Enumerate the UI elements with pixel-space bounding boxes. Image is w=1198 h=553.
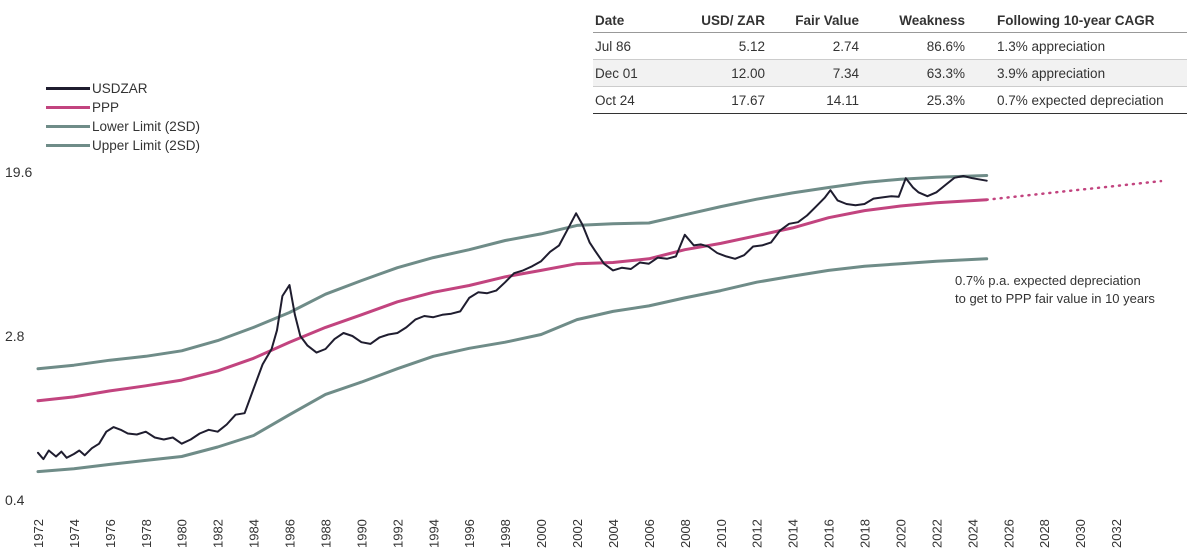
x-tick-label: 1996 (462, 519, 477, 548)
annotation-line-2: to get to PPP fair value in 10 years (955, 291, 1155, 306)
x-tick-label: 2032 (1109, 519, 1124, 548)
x-tick-label: 1976 (103, 519, 118, 548)
x-tick-label: 2016 (822, 519, 837, 548)
series-line-lower-limit-2sd (36, 257, 989, 474)
summary-table: Date USD/ ZAR Fair Value Weakness Follow… (593, 8, 1187, 114)
x-tick-label: 2006 (642, 519, 657, 548)
header-date: Date (593, 8, 683, 33)
cell-usdzar: 12.00 (683, 59, 765, 87)
x-tick-label: 2030 (1073, 519, 1088, 548)
legend-item: PPP (46, 98, 200, 117)
cell-cagr: 0.7% expected depreciation (965, 86, 1187, 114)
x-tick-label: 2008 (678, 519, 693, 548)
x-tick-label: 2024 (965, 519, 980, 548)
cell-weakness: 86.6% (859, 32, 965, 60)
x-tick-label: 2000 (534, 519, 549, 548)
x-tick-label: 1982 (211, 519, 226, 548)
x-tick-label: 1998 (498, 519, 513, 548)
legend-item: Lower Limit (2SD) (46, 117, 200, 136)
legend-label: Upper Limit (2SD) (92, 138, 201, 153)
cell-cagr: 3.9% appreciation (965, 59, 1187, 87)
cell-weakness: 63.3% (859, 59, 965, 87)
cell-fair-value: 7.34 (765, 59, 859, 87)
y-tick-label: 2.8 (5, 328, 25, 344)
cell-date: Oct 24 (593, 86, 683, 114)
header-cagr: Following 10-year CAGR (965, 8, 1187, 33)
x-tick-label: 2002 (570, 519, 585, 548)
x-tick-label: 2012 (750, 519, 765, 548)
x-tick-label: 1988 (318, 519, 333, 548)
cell-usdzar: 5.12 (683, 32, 765, 60)
cell-fair-value: 2.74 (765, 32, 859, 60)
cell-fair-value: 14.11 (765, 86, 859, 114)
table-row: Jul 86 5.12 2.74 86.6% 1.3% appreciation (593, 32, 1187, 60)
x-tick-label: 2010 (714, 519, 729, 548)
cell-cagr: 1.3% appreciation (965, 32, 1187, 60)
series-line-upper-limit-2sd (36, 174, 989, 371)
x-tick-label: 2026 (1001, 519, 1016, 548)
annotation-line-1: 0.7% p.a. expected depreciation (955, 273, 1141, 288)
header-weakness: Weakness (859, 8, 965, 33)
x-tick-label: 2020 (893, 519, 908, 548)
x-tick-label: 1984 (247, 519, 262, 548)
x-tick-label: 1990 (354, 519, 369, 548)
legend-label: PPP (92, 100, 120, 115)
legend: USDZAR PPP Lower Limit (2SD) Upper Limit (2… (46, 79, 200, 155)
series-line-ppp (36, 198, 989, 403)
x-tick-label: 1974 (67, 519, 82, 548)
y-tick-label: 19.6 (5, 164, 32, 180)
legend-label: Lower Limit (2SD) (92, 119, 201, 134)
cell-date: Dec 01 (593, 59, 683, 87)
legend-label: USDZAR (92, 81, 148, 96)
y-axis-ticks: 19.6 2.8 0.4 (5, 164, 32, 508)
y-tick-label: 0.4 (5, 492, 25, 508)
x-tick-label: 1992 (390, 519, 405, 548)
legend-item: Upper Limit (2SD) (46, 136, 200, 155)
legend-swatch (46, 106, 90, 109)
legend-swatch (46, 87, 90, 90)
legend-swatch (46, 144, 90, 147)
x-tick-label: 2004 (606, 519, 621, 548)
table-header-row: Date USD/ ZAR Fair Value Weakness Follow… (593, 8, 1187, 33)
cell-usdzar: 17.67 (683, 86, 765, 114)
x-tick-label: 1986 (283, 519, 298, 548)
table-row: Dec 01 12.00 7.34 63.3% 3.9% appreciatio… (593, 59, 1187, 87)
x-tick-label: 2022 (929, 519, 944, 548)
series-line-usdzar (37, 175, 988, 461)
legend-swatch (46, 125, 90, 128)
header-fair-value: Fair Value (765, 8, 859, 33)
table-row: Oct 24 17.67 14.11 25.3% 0.7% expected d… (593, 86, 1187, 114)
x-tick-label: 2018 (858, 519, 873, 548)
cell-date: Jul 86 (593, 32, 683, 60)
x-tick-label: 1994 (426, 519, 441, 548)
x-tick-label: 2028 (1037, 519, 1052, 548)
cell-weakness: 25.3% (859, 86, 965, 114)
x-tick-label: 1972 (31, 519, 46, 548)
legend-item: USDZAR (46, 79, 200, 98)
x-tick-label: 1980 (175, 519, 190, 548)
x-tick-label: 1978 (139, 519, 154, 548)
series-line-ppp-projection (985, 179, 1163, 201)
header-usdzar: USD/ ZAR (683, 8, 765, 33)
series-lines (36, 174, 1163, 474)
x-tick-label: 2014 (786, 519, 801, 548)
x-axis-ticks: 1972 1974 1976 1978 1980 1982 1984 1986 1988 1990… (31, 519, 1124, 548)
